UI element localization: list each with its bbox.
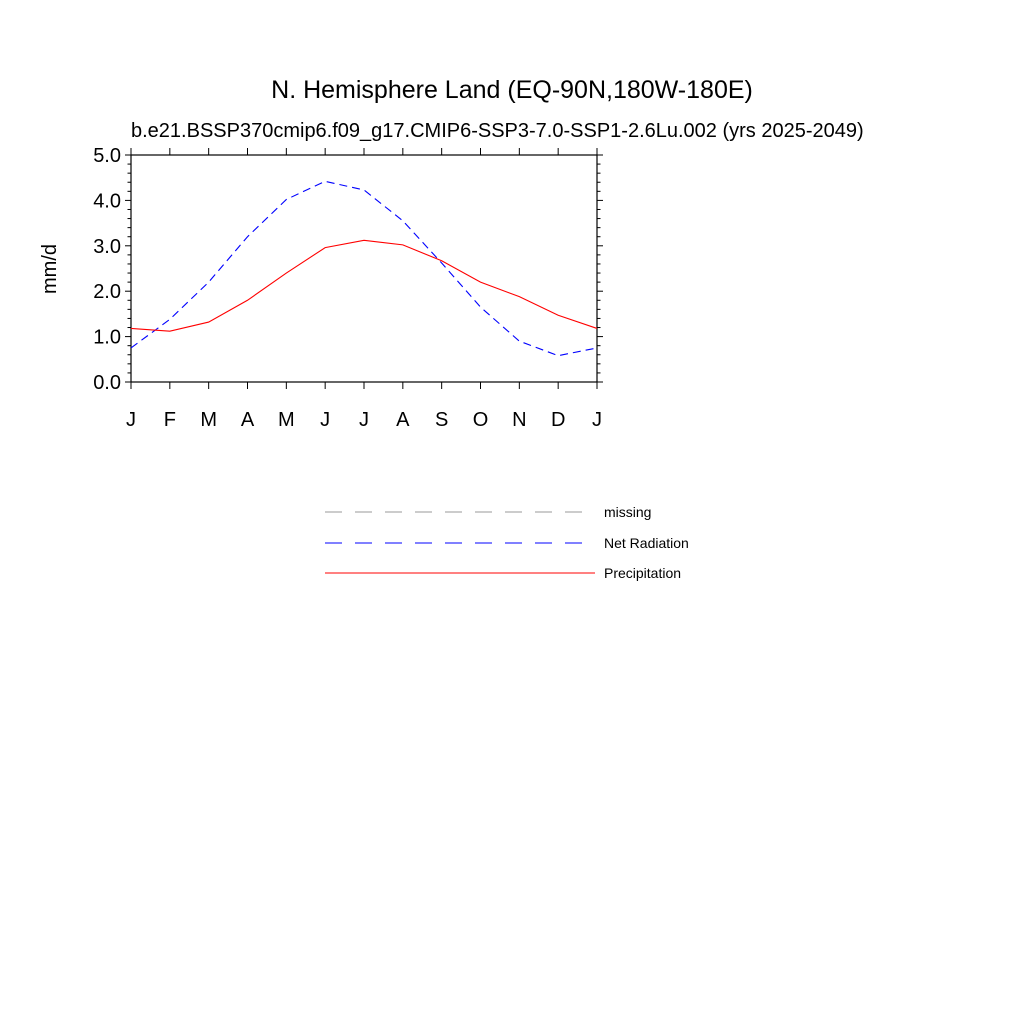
y-tick-label: 2.0 [93, 281, 121, 303]
x-tick-label: A [241, 409, 255, 431]
y-tick-label: 4.0 [93, 190, 121, 212]
series-line-net-radiation [130, 180, 598, 357]
x-tick-label: J [126, 409, 136, 431]
legend: missing Net Radiation Precipitation [325, 504, 689, 581]
x-tick-label: J [592, 409, 602, 431]
series-lines [130, 180, 598, 357]
chart-subtitle: b.e21.BSSP370cmip6.f09_g17.CMIP6-SSP3-7.… [131, 120, 864, 142]
x-tick-label: J [359, 409, 369, 431]
x-tick-label: J [320, 409, 330, 431]
y-tick-label: 3.0 [93, 236, 121, 258]
x-tick-label: F [164, 409, 176, 431]
chart-title: N. Hemisphere Land (EQ-90N,180W-180E) [271, 76, 753, 104]
legend-label: Net Radiation [604, 535, 689, 551]
y-tick-label: 0.0 [93, 372, 121, 394]
x-tick-label: N [512, 409, 526, 431]
y-tick-label: 5.0 [93, 145, 121, 167]
y-axis-label: mm/d [39, 244, 61, 294]
x-tick-label: M [200, 409, 217, 431]
x-tick-label: O [473, 409, 489, 431]
axis-ticks [125, 148, 603, 389]
plot-frame [130, 154, 598, 383]
y-tick-label: 1.0 [93, 327, 121, 349]
x-tick-label: A [396, 409, 410, 431]
legend-label: missing [604, 504, 651, 520]
x-tick-label: S [435, 409, 448, 431]
legend-label: Precipitation [604, 565, 681, 581]
series-line-precipitation [130, 239, 598, 332]
x-tick-label: D [551, 409, 565, 431]
x-tick-label: M [278, 409, 295, 431]
y-axis-tick-labels: 0.0 1.0 2.0 3.0 4.0 5.0 [93, 145, 121, 394]
